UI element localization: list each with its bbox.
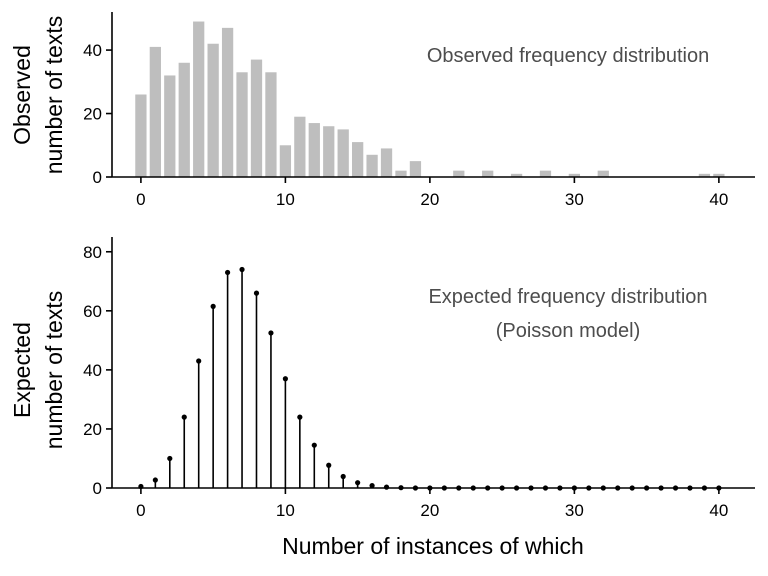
expected-point-7	[239, 266, 245, 273]
expected-stems	[138, 266, 722, 491]
observed-bar-28	[539, 170, 552, 177]
observed-bars	[135, 21, 725, 178]
expected-x-tick-label-10: 10	[276, 501, 295, 520]
expected-y-tick-label-60: 60	[83, 302, 102, 321]
expected-annotation-line-2: (Poisson model)	[496, 320, 641, 342]
expected-point-17	[383, 484, 390, 490]
expected-panel: 0 10 20 30 40 0 20 40 60 80 Expected number of te…	[9, 237, 755, 559]
observed-bar-32	[597, 170, 609, 177]
observed-x-tick-label-40: 40	[709, 190, 728, 209]
observed-y-title-line-1: Observed	[9, 45, 35, 145]
expected-annotation-line-1: Expected frequency distribution	[428, 286, 707, 308]
observed-bar-30	[568, 173, 581, 177]
expected-point-1	[152, 477, 158, 483]
expected-point-16	[369, 483, 375, 489]
observed-bar-18	[395, 170, 407, 177]
expected-y-tick-label-0: 0	[93, 479, 102, 498]
expected-point-14	[340, 473, 346, 480]
observed-bar-15	[352, 142, 364, 177]
expected-y-title-line-2: number of texts	[41, 291, 67, 450]
expected-y-title-line-1: Expected	[9, 322, 35, 418]
observed-bar-19	[409, 161, 422, 177]
expected-y-tick-label-80: 80	[83, 243, 102, 262]
observed-bar-6	[221, 27, 234, 178]
expected-point-4	[196, 358, 202, 364]
expected-x-tick-label-40: 40	[709, 501, 728, 520]
expected-x-tick-label-20: 20	[420, 501, 439, 520]
expected-point-15	[355, 480, 361, 486]
observed-bar-14	[337, 129, 349, 177]
observed-bar-4	[193, 21, 205, 177]
observed-bar-5	[207, 43, 219, 178]
x-axis-title: Number of instances of which	[282, 533, 584, 559]
observed-bar-2	[164, 75, 176, 177]
observed-bar-40	[713, 173, 725, 177]
observed-bar-3	[178, 62, 190, 177]
observed-bar-0	[135, 94, 147, 177]
observed-bar-24	[482, 170, 494, 177]
expected-point-2	[167, 455, 173, 462]
expected-y-tick-label-40: 40	[83, 361, 102, 380]
observed-bar-22	[453, 170, 465, 177]
observed-y-tick-label-0: 0	[93, 168, 102, 187]
observed-bar-16	[366, 154, 378, 177]
expected-point-9	[268, 330, 274, 336]
observed-ticks: 0 10 20 30 40 0 20 40	[83, 41, 728, 209]
expected-point-8	[253, 290, 260, 296]
observed-bar-10	[279, 145, 292, 177]
observed-bar-17	[380, 148, 393, 177]
observed-x-tick-label-20: 20	[420, 190, 439, 209]
expected-point-11	[297, 414, 303, 420]
expected-point-6	[225, 269, 231, 276]
observed-annotation: Observed frequency distribution	[427, 45, 709, 67]
observed-bar-1	[149, 46, 161, 178]
observed-bar-26	[510, 173, 523, 177]
expected-point-3	[181, 414, 187, 420]
observed-x-tick-label-0: 0	[136, 190, 145, 209]
observed-x-tick-label-10: 10	[276, 190, 295, 209]
observed-y-tick-label-20: 20	[83, 105, 102, 124]
observed-bar-13	[323, 126, 335, 177]
observed-y-tick-label-40: 40	[83, 41, 102, 60]
observed-bar-7	[236, 72, 248, 177]
expected-x-tick-label-0: 0	[136, 501, 145, 520]
observed-x-tick-label-30: 30	[565, 190, 584, 209]
observed-bar-9	[265, 72, 277, 177]
expected-point-13	[326, 462, 332, 468]
observed-bar-8	[250, 59, 263, 177]
expected-point-12	[311, 442, 317, 448]
observed-y-title-line-2: number of texts	[41, 16, 67, 175]
expected-point-10	[282, 376, 288, 382]
expected-ticks: 0 10 20 30 40 0 20 40 60 80	[83, 243, 728, 520]
expected-y-tick-label-20: 20	[83, 420, 102, 439]
expected-point-5	[210, 303, 216, 309]
expected-x-tick-label-30: 30	[565, 501, 584, 520]
observed-bar-11	[294, 116, 306, 177]
observed-bar-12	[308, 123, 320, 177]
observed-bar-39	[698, 173, 711, 177]
